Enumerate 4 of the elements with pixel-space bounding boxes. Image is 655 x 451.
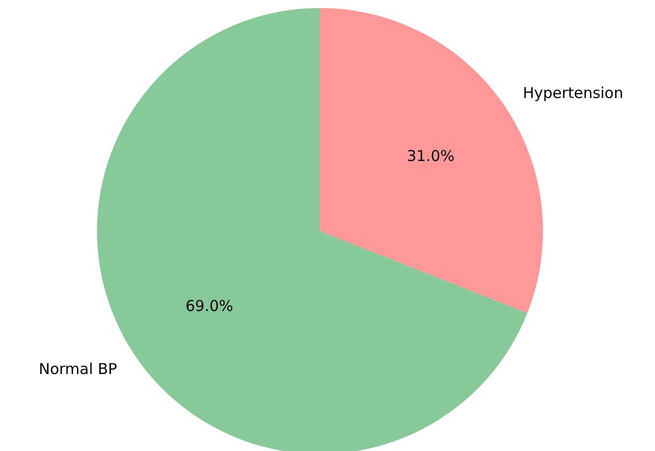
data-label: 69.0%: [186, 297, 234, 316]
slice-label: Normal BP: [38, 360, 118, 378]
slice-label: Hypertension: [522, 84, 624, 102]
data-label: 31.0%: [406, 146, 454, 165]
